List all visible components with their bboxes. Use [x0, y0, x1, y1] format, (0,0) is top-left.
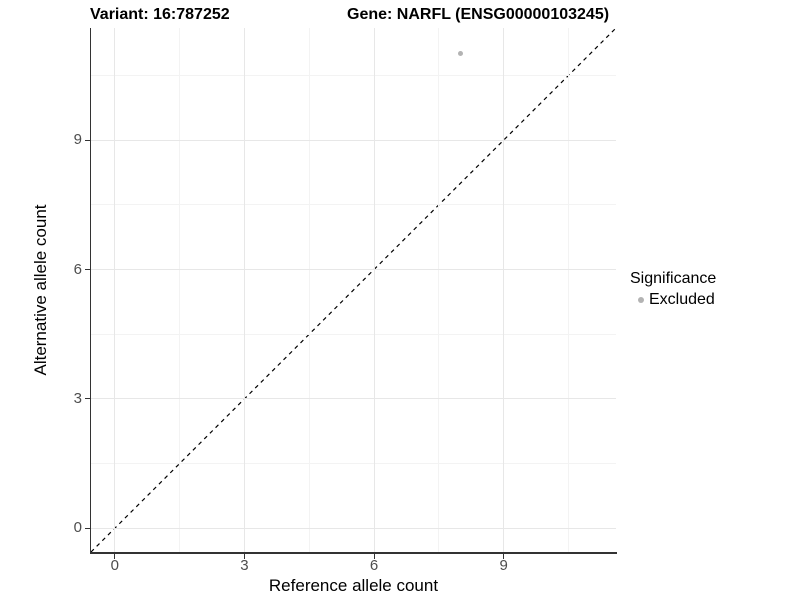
gridline-y-minor: [91, 74, 616, 76]
y-tick-mark: [84, 269, 90, 270]
legend-title: Significance: [630, 270, 717, 287]
y-axis-line: [89, 28, 91, 554]
y-axis-label: Alternative allele count: [31, 204, 50, 376]
x-tick-mark: [243, 553, 245, 559]
gridline-y-major: [91, 139, 616, 141]
x-tick-mark: [373, 553, 375, 559]
gridline-x-minor: [179, 28, 181, 552]
x-tick-mark: [503, 553, 505, 559]
plot-title-gene: Gene: NARFL (ENSG00000103245): [347, 6, 610, 23]
gridline-y-major: [91, 398, 616, 400]
legend-item-label: Excluded: [649, 291, 715, 308]
x-tick-label: 3: [240, 557, 249, 574]
gridline-y-minor: [91, 333, 616, 335]
gridline-y-minor: [91, 204, 616, 206]
x-tick-mark: [114, 553, 116, 559]
gridline-x-major: [243, 28, 245, 552]
gridline-x-minor: [308, 28, 310, 552]
gridline-x-major: [373, 28, 375, 552]
y-tick-label: 0: [73, 519, 82, 537]
x-tick-label: 6: [369, 557, 379, 574]
legend-item-excluded: Excluded: [630, 291, 716, 309]
excluded-marker-icon: [638, 297, 644, 303]
gridline-y-major: [91, 527, 616, 529]
gridline-x-minor: [438, 28, 440, 552]
identity-dashed-line: [90, 27, 617, 553]
data-point: [457, 51, 463, 57]
x-tick-label: 9: [499, 557, 508, 574]
y-tick-mark: [84, 527, 90, 529]
y-tick-mark: [84, 139, 90, 141]
gridline-y-major: [91, 269, 616, 270]
x-axis-label: Reference allele count: [268, 576, 439, 595]
legend: Significance Excluded: [630, 269, 716, 309]
x-axis-line: [89, 552, 617, 554]
y-tick-label: 3: [73, 389, 82, 407]
x-tick-label: 0: [110, 557, 119, 574]
gridline-x-major: [114, 28, 116, 552]
y-tick-label: 6: [73, 260, 82, 278]
plot-panel: [90, 27, 617, 553]
gridline-x-minor: [567, 28, 569, 552]
gridline-y-minor: [91, 463, 616, 465]
plot-title-variant: Variant: 16:787252: [90, 6, 230, 23]
gridline-x-major: [503, 28, 505, 552]
y-tick-mark: [84, 398, 90, 400]
y-tick-label: 9: [73, 131, 82, 149]
